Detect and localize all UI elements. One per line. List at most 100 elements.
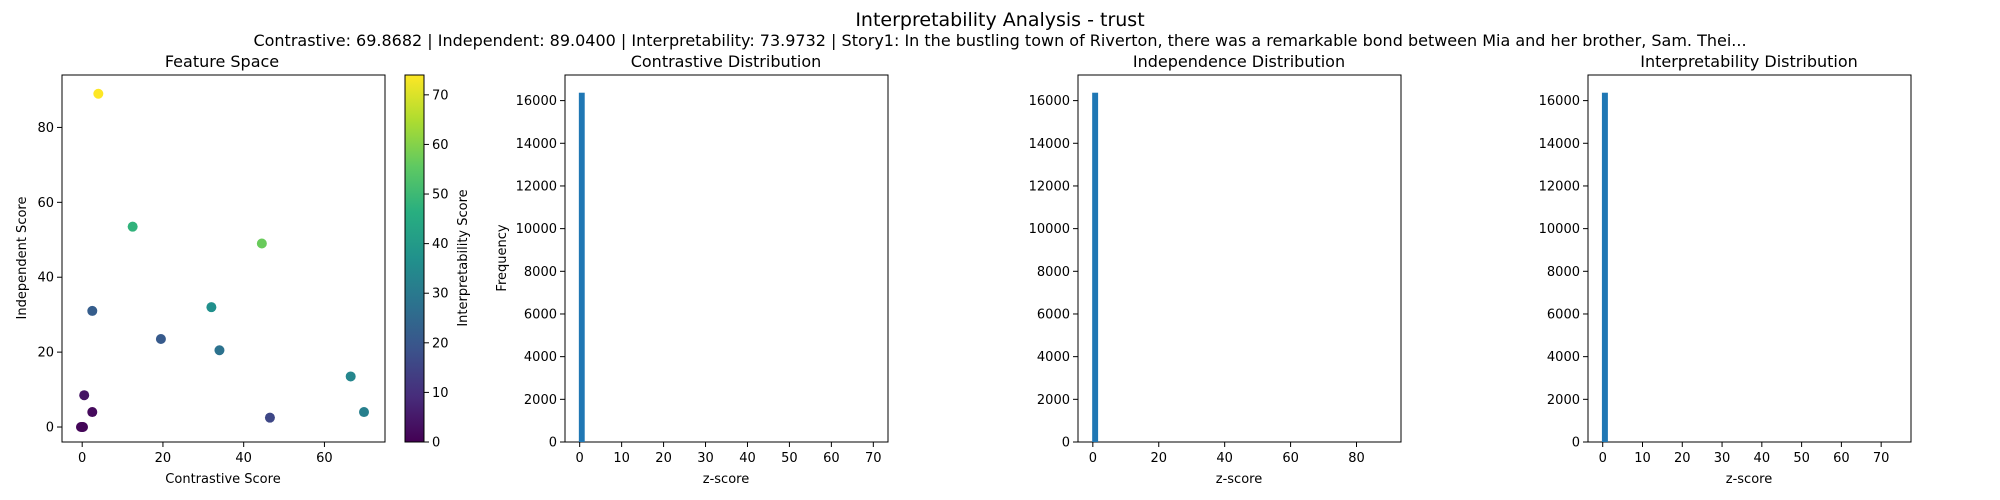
contrastive-hist-xlabel: z-score — [703, 472, 749, 487]
scatter-point — [345, 371, 356, 382]
hist3-ytick-label: 2000 — [1547, 393, 1580, 408]
scatter-ytick-label: 80 — [37, 121, 54, 136]
hist2-ytick-label: 10000 — [1029, 222, 1070, 237]
hist2-xtick-label: 60 — [1282, 451, 1299, 466]
figure-title: Interpretability Analysis - trust — [855, 9, 1144, 31]
hist3-xtick-label: 50 — [1793, 451, 1810, 466]
hist1-ytick-label: 14000 — [516, 137, 557, 152]
scatter-plot-area — [61, 74, 386, 443]
contrastive-hist-title: Contrastive Distribution — [631, 52, 822, 71]
hist3-ytick-label: 14000 — [1539, 137, 1580, 152]
histogram-bar — [578, 92, 585, 442]
colorbar-tick-label: 30 — [432, 287, 449, 302]
scatter-point — [79, 390, 90, 401]
colorbar-tick-label: 50 — [432, 188, 449, 203]
hist1-ytick-label: 4000 — [524, 350, 557, 365]
scatter-point — [155, 334, 166, 345]
scatter-point — [87, 305, 98, 316]
colorbar-tick-label: 70 — [432, 88, 449, 103]
scatter-ytick-label: 60 — [37, 196, 54, 211]
hist3-ytick-label: 8000 — [1547, 265, 1580, 280]
hist3-xtick-label: 30 — [1714, 451, 1731, 466]
figure-subtitle: Contrastive: 69.8682 | Independent: 89.0… — [253, 31, 1746, 50]
hist1-xtick-label: 0 — [576, 451, 584, 466]
independence-hist-plot-area — [1077, 74, 1402, 443]
hist3-xtick-label: 20 — [1674, 451, 1691, 466]
hist1-xtick-label: 20 — [655, 451, 672, 466]
colorbar-label: Interpretability Score — [456, 189, 471, 326]
scatter-ytick-label: 40 — [37, 271, 54, 286]
scatter-panel: Feature Space 0 20 40 60 0 20 40 60 80 Contrasti… — [15, 52, 386, 487]
hist3-ytick-label: 0 — [1572, 436, 1580, 451]
hist1-xtick-label: 70 — [865, 451, 882, 466]
hist3-xtick-label: 70 — [1873, 451, 1890, 466]
hist1-xtick-label: 10 — [613, 451, 630, 466]
hist3-xtick-label: 0 — [1599, 451, 1607, 466]
independence-hist-xlabel: z-score — [1216, 472, 1262, 487]
hist2-ytick-label: 0 — [1062, 436, 1070, 451]
interpretability-hist-title: Interpretability Distribution — [1640, 52, 1858, 71]
hist1-ytick-label: 10000 — [516, 222, 557, 237]
scatter-point — [93, 88, 104, 99]
hist3-ytick-label: 12000 — [1539, 179, 1580, 194]
hist2-ytick-label: 2000 — [1037, 393, 1070, 408]
colorbar-tick-label: 20 — [432, 336, 449, 351]
hist1-ytick-label: 16000 — [516, 94, 557, 109]
hist1-xtick-label: 40 — [739, 451, 756, 466]
hist3-ytick-label: 16000 — [1539, 94, 1580, 109]
colorbar-tick-label: 60 — [432, 138, 449, 153]
independence-histogram-panel: Independence Distribution 0 20 40 60 80 0 2000… — [1029, 52, 1402, 487]
hist2-xtick-label: 80 — [1348, 451, 1365, 466]
scatter-xtick-label: 40 — [235, 451, 252, 466]
hist3-xtick-label: 40 — [1754, 451, 1771, 466]
histogram-bar — [1092, 92, 1099, 442]
hist1-ytick-label: 2000 — [524, 393, 557, 408]
hist3-ytick-label: 10000 — [1539, 222, 1580, 237]
hist3-ytick-label: 4000 — [1547, 350, 1580, 365]
scatter-point — [256, 238, 267, 249]
hist1-xtick-label: 50 — [781, 451, 798, 466]
hist1-ytick-label: 8000 — [524, 265, 557, 280]
contrastive-histogram-panel: Contrastive Distribution 0 10 20 30 40 50 60 70… — [495, 52, 889, 487]
hist2-ytick-label: 8000 — [1037, 265, 1070, 280]
scatter-point — [206, 302, 217, 313]
scatter-ylabel: Independent Score — [15, 197, 30, 320]
scatter-point — [75, 422, 86, 433]
scatter-point — [87, 407, 98, 418]
scatter-xtick-label: 60 — [316, 451, 333, 466]
scatter-point — [264, 412, 275, 423]
contrastive-hist-ylabel: Frequency — [495, 224, 510, 291]
hist1-xtick-label: 60 — [823, 451, 840, 466]
histogram-bar — [1601, 92, 1608, 442]
scatter-point — [127, 221, 138, 232]
hist2-ytick-label: 6000 — [1037, 307, 1070, 322]
contrastive-hist-plot-area — [564, 74, 889, 443]
hist2-ytick-label: 14000 — [1029, 137, 1070, 152]
hist2-xtick-label: 40 — [1216, 451, 1233, 466]
hist3-xtick-label: 10 — [1634, 451, 1651, 466]
scatter-title: Feature Space — [165, 52, 279, 71]
hist1-ytick-label: 12000 — [516, 179, 557, 194]
independence-hist-title: Independence Distribution — [1133, 52, 1345, 71]
colorbar: 0 10 20 30 40 50 60 70 Interpretability Score — [404, 74, 471, 451]
hist2-ytick-label: 12000 — [1029, 179, 1070, 194]
scatter-ytick-label: 20 — [37, 346, 54, 361]
colorbar-tick-label: 10 — [432, 386, 449, 401]
hist1-xtick-label: 30 — [697, 451, 714, 466]
hist3-xtick-label: 60 — [1833, 451, 1850, 466]
scatter-point — [214, 345, 225, 356]
scatter-xtick-label: 0 — [78, 451, 86, 466]
hist2-xtick-label: 0 — [1089, 451, 1097, 466]
hist2-xtick-label: 20 — [1150, 451, 1167, 466]
scatter-xtick-label: 20 — [155, 451, 172, 466]
interpretability-hist-plot-area — [1587, 74, 1912, 443]
colorbar-tick-label: 40 — [432, 237, 449, 252]
scatter-point — [359, 407, 370, 418]
colorbar-tick-label: 0 — [432, 436, 440, 451]
hist2-ytick-label: 4000 — [1037, 350, 1070, 365]
hist2-ytick-label: 16000 — [1029, 94, 1070, 109]
hist1-ytick-label: 0 — [549, 436, 557, 451]
hist1-ytick-label: 6000 — [524, 307, 557, 322]
colorbar-gradient — [404, 74, 425, 443]
